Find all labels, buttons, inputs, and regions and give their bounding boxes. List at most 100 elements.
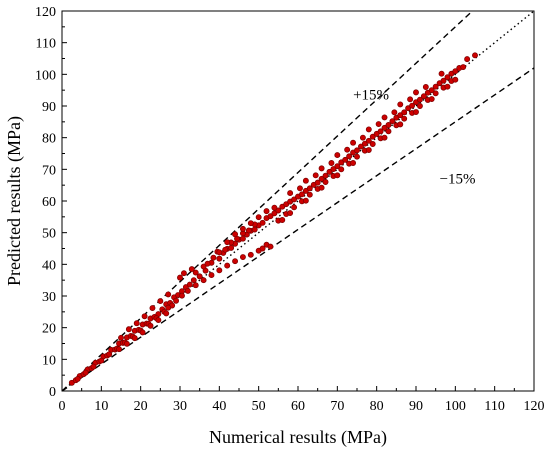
data-point — [131, 335, 138, 342]
y-axis-ticks: 0 10 20 30 40 50 60 70 80 90 100 110 120 — [35, 5, 67, 400]
data-point — [228, 244, 235, 251]
x-tick-label: 0 — [59, 399, 66, 414]
data-point — [297, 185, 303, 192]
data-point — [263, 208, 270, 215]
x-tick-label: 60 — [291, 399, 305, 414]
data-point — [141, 313, 148, 320]
reference-line-minus-15 — [61, 67, 535, 392]
data-point — [123, 340, 130, 347]
data-point — [365, 137, 372, 144]
y-tick-label: 120 — [35, 5, 56, 20]
data-point — [416, 103, 423, 109]
data-point — [452, 76, 459, 83]
data-point — [375, 121, 382, 128]
data-point — [432, 90, 439, 97]
data-point — [438, 70, 445, 77]
data-point — [106, 351, 113, 358]
data-point — [318, 184, 325, 191]
data-point — [271, 204, 278, 211]
data-point — [133, 320, 140, 327]
x-tick-label: 30 — [173, 399, 187, 414]
data-point — [239, 235, 246, 242]
data-point — [180, 270, 187, 277]
x-tick-label: 110 — [484, 399, 504, 414]
data-point — [210, 254, 217, 261]
data-point — [188, 266, 195, 273]
data-point — [326, 168, 333, 175]
data-point — [346, 153, 353, 160]
data-point — [385, 128, 392, 135]
y-tick-label: 10 — [42, 353, 56, 368]
x-tick-label: 120 — [524, 399, 545, 414]
data-point — [322, 172, 329, 179]
x-tick-label: 50 — [252, 399, 266, 414]
data-point — [401, 115, 408, 122]
data-point — [177, 274, 183, 281]
data-point — [251, 226, 258, 233]
data-point — [391, 109, 398, 116]
data-point — [318, 165, 325, 172]
data-point — [259, 219, 266, 226]
data-point — [330, 166, 337, 172]
data-point — [377, 128, 384, 135]
data-point — [365, 126, 372, 133]
data-point — [245, 227, 252, 234]
y-tick-label: 70 — [42, 163, 56, 178]
y-tick-label: 110 — [36, 37, 56, 52]
data-point — [239, 254, 246, 260]
data-point — [267, 213, 274, 220]
data-point — [173, 297, 180, 304]
x-axis-title: Numerical results (MPa) — [209, 427, 387, 448]
data-point — [328, 160, 335, 166]
data-point — [267, 243, 274, 250]
data-point — [413, 109, 419, 115]
data-point — [116, 346, 122, 353]
data-point — [420, 93, 427, 100]
data-point — [157, 298, 164, 305]
data-point — [208, 272, 215, 279]
x-tick-label: 90 — [409, 399, 423, 414]
data-point — [397, 101, 404, 108]
data-point — [472, 52, 478, 59]
x-tick-label: 80 — [370, 399, 384, 414]
data-point — [200, 263, 207, 270]
data-point — [232, 258, 239, 265]
data-point — [186, 281, 193, 288]
y-tick-label: 0 — [49, 385, 56, 400]
y-tick-label: 60 — [42, 195, 56, 210]
data-point — [432, 83, 439, 90]
data-point — [302, 197, 309, 204]
x-tick-label: 20 — [134, 399, 148, 414]
x-tick-label: 100 — [445, 399, 466, 414]
data-point — [222, 246, 229, 253]
data-point — [216, 249, 223, 256]
data-point — [306, 185, 313, 192]
data-point — [204, 260, 211, 267]
data-point — [192, 269, 199, 276]
data-point — [271, 210, 278, 217]
data-point — [397, 121, 404, 128]
data-point — [287, 210, 294, 216]
reference-line-plus-15 — [61, 10, 473, 392]
y-tick-label: 40 — [42, 258, 56, 273]
y-axis-title: Predicted results (MPa) — [4, 116, 25, 286]
data-point — [422, 84, 429, 90]
data-point — [444, 83, 451, 90]
data-point — [350, 160, 357, 166]
data-point — [354, 147, 360, 154]
data-point — [361, 140, 368, 147]
data-point — [165, 304, 172, 311]
data-point — [192, 282, 199, 289]
data-point — [216, 255, 223, 262]
x-axis-ticks: 0 10 20 30 40 50 60 70 80 90 100 110 120 — [59, 386, 545, 414]
data-point — [344, 146, 351, 153]
data-point — [90, 363, 97, 370]
data-point — [279, 217, 286, 223]
data-point — [200, 277, 207, 284]
data-point — [259, 245, 266, 252]
data-point — [247, 220, 254, 227]
data-point — [409, 102, 416, 109]
data-point — [334, 172, 341, 179]
y-tick-label: 100 — [35, 68, 56, 83]
